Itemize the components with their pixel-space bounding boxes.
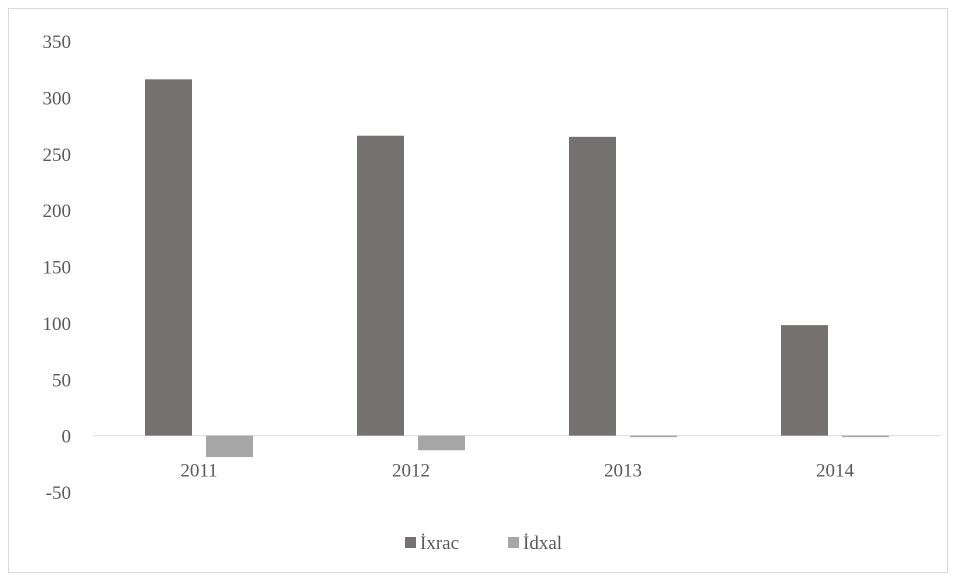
chart-frame: 350 300 250 200 150 100 50 0 -50 2011 2012 2013 201… xyxy=(8,8,948,573)
bar-idxal-2011 xyxy=(206,435,253,458)
y-tick-label: 150 xyxy=(43,258,72,279)
legend-label: İxrac xyxy=(420,533,459,554)
legend: İxrac İdxal xyxy=(405,533,562,554)
y-tick-label: 350 xyxy=(43,32,72,53)
y-tick-label: 0 xyxy=(62,427,72,448)
bar-idxal-2013 xyxy=(630,435,677,438)
y-tick-label: -50 xyxy=(46,483,71,504)
legend-label: İdxal xyxy=(523,533,562,554)
x-tick-label: 2011 xyxy=(180,461,217,482)
bars xyxy=(145,79,889,458)
x-axis-ticks: 2011 2012 2013 2014 xyxy=(180,461,854,482)
x-tick-label: 2012 xyxy=(392,461,430,482)
y-tick-label: 50 xyxy=(52,370,71,391)
y-tick-label: 300 xyxy=(43,88,72,109)
x-tick-label: 2014 xyxy=(816,461,855,482)
y-tick-label: 100 xyxy=(43,314,72,335)
bar-idxal-2014 xyxy=(842,435,889,438)
y-axis-ticks: 350 300 250 200 150 100 50 0 -50 xyxy=(43,32,72,504)
x-tick-label: 2013 xyxy=(604,461,642,482)
bar-ixrac-2013 xyxy=(569,136,616,436)
y-tick-label: 250 xyxy=(43,145,72,166)
legend-swatch xyxy=(405,537,416,548)
y-tick-label: 200 xyxy=(43,201,72,222)
bar-ixrac-2011 xyxy=(145,79,192,436)
bar-idxal-2012 xyxy=(418,435,465,451)
legend-swatch xyxy=(508,537,519,548)
bar-ixrac-2014 xyxy=(781,325,828,436)
bar-ixrac-2012 xyxy=(357,135,404,436)
